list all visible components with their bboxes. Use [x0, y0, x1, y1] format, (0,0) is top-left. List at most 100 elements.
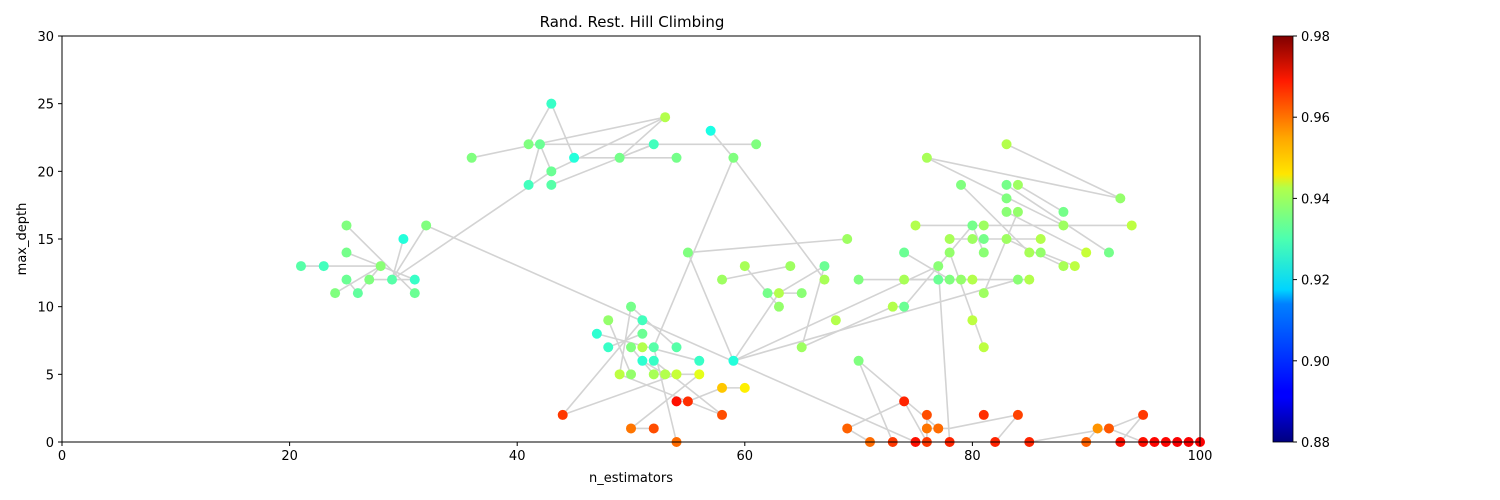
data-point — [1092, 423, 1103, 434]
path-segment — [607, 319, 632, 375]
y-tick-label: 20 — [37, 165, 54, 180]
path-segment — [801, 305, 894, 348]
x-axis-label: n_estimators — [589, 471, 673, 486]
data-point — [899, 247, 910, 258]
data-point — [739, 261, 750, 272]
colorbar-tick-label: 0.96 — [1301, 111, 1330, 126]
path-segment — [1040, 251, 1076, 267]
data-point — [603, 315, 614, 326]
data-point — [466, 152, 477, 163]
data-point — [899, 274, 910, 285]
data-point — [1001, 234, 1012, 244]
data-point — [717, 382, 728, 393]
data-point — [1024, 274, 1035, 285]
data-point — [796, 288, 807, 299]
data-point — [1058, 261, 1069, 272]
path-segment — [380, 265, 416, 281]
data-point — [671, 152, 682, 163]
data-point — [694, 369, 705, 380]
data-point — [899, 301, 910, 312]
path-segment — [619, 373, 723, 416]
data-point — [648, 355, 659, 366]
data-point — [546, 166, 557, 177]
data-point — [910, 220, 921, 231]
path-segment — [619, 143, 655, 159]
path-segment — [857, 360, 894, 443]
data-point — [1081, 247, 1092, 258]
data-point — [523, 139, 534, 150]
data-point — [409, 274, 420, 285]
data-point — [956, 179, 967, 190]
data-point — [1103, 423, 1114, 434]
data-point — [1001, 206, 1012, 217]
data-point — [375, 261, 386, 272]
data-point — [626, 342, 636, 353]
data-point — [819, 261, 830, 272]
data-point — [717, 409, 728, 420]
path-segment — [334, 265, 382, 294]
colorbar — [1272, 35, 1294, 443]
data-point — [853, 274, 864, 285]
data-point — [409, 288, 420, 299]
data-point — [967, 234, 978, 244]
data-point — [978, 220, 989, 231]
data-point — [1035, 247, 1046, 258]
data-point — [944, 274, 955, 285]
data-points — [295, 98, 1205, 447]
data-point — [887, 301, 898, 312]
y-axis-label: max_depth — [15, 203, 30, 276]
path-segment — [630, 306, 678, 348]
data-point — [1035, 234, 1046, 244]
y-tick-label: 15 — [37, 233, 54, 248]
path-segment — [903, 251, 951, 281]
path-segment — [618, 306, 632, 375]
y-tick-label: 5 — [46, 368, 54, 383]
path-segment — [562, 319, 643, 416]
data-point — [1012, 179, 1023, 190]
data-point — [967, 274, 978, 285]
path-segment — [1006, 238, 1064, 267]
data-point — [978, 288, 989, 299]
data-point — [318, 261, 329, 272]
data-point — [933, 261, 944, 272]
data-point — [648, 423, 659, 434]
data-point — [626, 301, 636, 312]
data-point — [944, 247, 955, 258]
data-point — [978, 409, 989, 420]
data-point — [967, 220, 978, 231]
data-point — [1012, 206, 1023, 217]
x-tick-label: 40 — [509, 449, 526, 464]
data-point — [637, 342, 648, 353]
y-tick-label: 10 — [37, 301, 54, 316]
path-segment — [1006, 184, 1110, 254]
path-segment — [960, 184, 1030, 254]
path-segment — [903, 401, 928, 443]
data-point — [648, 342, 659, 353]
data-point — [341, 220, 352, 231]
path-segment — [527, 103, 553, 145]
data-point — [921, 152, 932, 163]
path-segment — [391, 170, 552, 281]
data-point — [614, 152, 625, 163]
data-point — [1024, 247, 1035, 258]
search-path — [300, 103, 1200, 443]
data-point — [978, 234, 989, 244]
data-point — [785, 261, 796, 272]
path-segment — [949, 414, 1019, 430]
data-point — [728, 152, 739, 163]
data-point — [648, 369, 659, 380]
path-segment — [778, 265, 825, 294]
path-segment — [846, 400, 905, 430]
data-point — [1115, 193, 1126, 204]
data-point — [682, 396, 693, 407]
path-segment — [926, 157, 1064, 227]
path-segment — [619, 116, 666, 159]
path-segment — [391, 225, 427, 281]
data-point — [660, 369, 671, 380]
path-segment — [937, 266, 951, 443]
data-point — [978, 247, 989, 258]
data-point — [853, 355, 864, 366]
data-point — [773, 288, 784, 299]
data-point — [295, 261, 306, 272]
